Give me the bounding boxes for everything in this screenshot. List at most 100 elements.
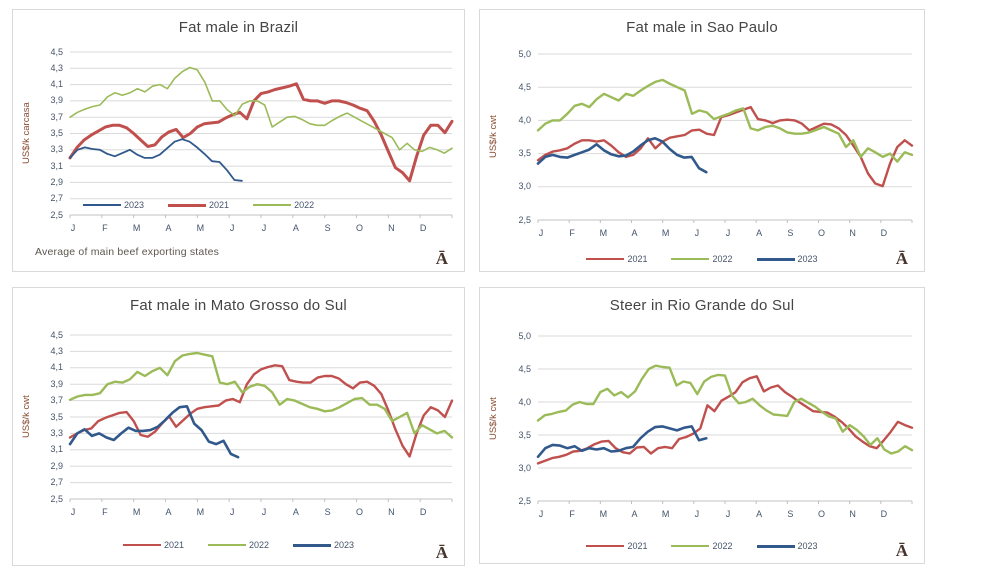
y-tick-label: 3,1 xyxy=(50,444,63,455)
legend-label: 2022 xyxy=(294,200,315,210)
series-line-2022 xyxy=(68,351,454,439)
plot-area xyxy=(536,335,914,504)
x-tick-label-month: A xyxy=(631,509,638,519)
legend-label: 2021 xyxy=(627,541,648,551)
chart-panel-mato-grosso-do-sul: Fat male in Mato Grosso do Sul US$/k cwt… xyxy=(12,287,465,566)
anchor-glyph: Ā xyxy=(895,249,908,268)
x-tick-label-month: J xyxy=(725,509,731,519)
x-tick-label-month: O xyxy=(355,507,363,517)
plot-area xyxy=(68,334,454,502)
x-tick-label-month: J xyxy=(261,507,267,517)
y-tick-label: 4,5 xyxy=(50,329,63,340)
legend-label: 2021 xyxy=(209,200,230,210)
x-tick-label-month: S xyxy=(787,509,794,519)
x-tick-label-month: M xyxy=(599,509,608,519)
y-tick-label: 4,5 xyxy=(518,363,531,374)
legend-line-swatch xyxy=(756,544,795,548)
y-tick-label: 3,5 xyxy=(50,411,63,422)
x-tick-label-month: A xyxy=(165,223,172,233)
series-line-2023 xyxy=(536,137,708,174)
x-tick-label-month: J xyxy=(694,228,700,238)
legend-item-2023: 2023 xyxy=(83,200,144,210)
legend-label: 2023 xyxy=(797,541,818,551)
legend-label: 2022 xyxy=(248,540,270,550)
legend-line-swatch xyxy=(207,544,246,546)
x-tick-label-month: A xyxy=(631,228,638,238)
y-tick-label: 5,0 xyxy=(518,48,531,59)
x-tick-label-month: D xyxy=(419,507,427,517)
y-tick-label: 4,0 xyxy=(518,396,531,407)
y-tick-label: 3,9 xyxy=(50,378,63,389)
x-tick-label-month: N xyxy=(849,509,856,519)
series-line-2022 xyxy=(536,364,914,455)
legend-label: 2022 xyxy=(712,541,733,551)
legend-line-swatch xyxy=(586,545,625,547)
legend: 2021 2022 2023 xyxy=(480,254,924,264)
y-tick-label: 3,1 xyxy=(50,160,63,171)
plot-area xyxy=(68,51,454,218)
x-tick-label-month: J xyxy=(538,228,544,238)
legend: 2021 2022 2023 xyxy=(13,540,464,550)
legend-item-2022: 2022 xyxy=(207,540,270,550)
legend-item-2023: 2023 xyxy=(293,540,354,550)
chart-title: Steer in Rio Grande do Sul xyxy=(609,297,795,314)
x-tick-label-month: O xyxy=(355,223,363,233)
x-tick-label-month: S xyxy=(324,223,331,233)
x-tick-label-month: J xyxy=(229,223,235,233)
x-tick-label-month: D xyxy=(880,509,888,519)
x-tick-label-month: M xyxy=(132,507,141,517)
x-tick-label-month: A xyxy=(756,228,763,238)
y-tick-label: 3,3 xyxy=(50,427,63,438)
x-tick-label-month: J xyxy=(694,509,700,519)
y-tick-label: 3,3 xyxy=(50,144,63,155)
anchor-glyph: Ā xyxy=(895,541,908,560)
y-tick-label: 2,9 xyxy=(50,460,63,471)
series-line-2023 xyxy=(69,138,243,182)
y-tick-label: 2,5 xyxy=(518,495,531,506)
y-tick-label: 2,7 xyxy=(50,477,63,488)
y-tick-label: 3,5 xyxy=(518,148,531,159)
legend: 2021 2022 2023 xyxy=(480,541,924,551)
x-tick-label-month: S xyxy=(787,228,794,238)
x-tick-label-month: J xyxy=(229,507,235,517)
x-tick-label-month: S xyxy=(324,507,331,517)
x-tick-label-month: N xyxy=(388,507,395,517)
series-line-2023 xyxy=(68,405,240,459)
x-tick-label-month: O xyxy=(817,228,825,238)
anchor-glyph: Ā xyxy=(435,543,448,562)
x-tick-label-month: A xyxy=(165,507,172,517)
x-tick-label-month: J xyxy=(538,509,544,519)
chart-title: Fat male in Sao Paulo xyxy=(626,19,778,36)
y-tick-label: 3,7 xyxy=(50,395,63,406)
x-tick-label-month: A xyxy=(292,507,299,517)
legend-line-swatch xyxy=(168,203,207,207)
chart-title: Fat male in Brazil xyxy=(178,19,299,36)
x-tick-label-month: F xyxy=(102,223,108,233)
chart-footnote: Average of main beef exporting states xyxy=(35,246,220,258)
plot-area xyxy=(536,53,914,223)
x-tick-label-month: F xyxy=(102,507,108,517)
series-line-2022 xyxy=(69,66,453,154)
x-tick-label-month: F xyxy=(569,228,575,238)
legend-label: 2023 xyxy=(797,254,818,264)
legend: 2023 2021 2022 xyxy=(83,200,314,210)
x-tick-label-month: F xyxy=(569,509,575,519)
y-tick-label: 2,7 xyxy=(50,193,63,204)
x-tick-label-month: M xyxy=(132,223,141,233)
x-tick-label-month: J xyxy=(725,228,731,238)
x-tick-label-month: M xyxy=(661,228,670,238)
x-tick-label-month: J xyxy=(70,223,76,233)
y-tick-label: 3,5 xyxy=(518,429,531,440)
y-tick-label: 2,5 xyxy=(50,209,63,220)
legend-item-2022: 2022 xyxy=(253,200,314,210)
chart-title: Fat male in Mato Grosso do Sul xyxy=(130,297,347,314)
y-tick-label: 3,0 xyxy=(518,181,531,192)
legend-item-2023: 2023 xyxy=(756,541,818,551)
y-tick-label: 2,5 xyxy=(518,214,531,225)
anchor-glyph: Ā xyxy=(435,249,448,268)
x-tick-label-month: M xyxy=(661,509,670,519)
y-tick-label: 4,5 xyxy=(50,46,63,57)
legend-item-2023: 2023 xyxy=(756,254,818,264)
y-tick-label: 2,9 xyxy=(50,176,63,187)
